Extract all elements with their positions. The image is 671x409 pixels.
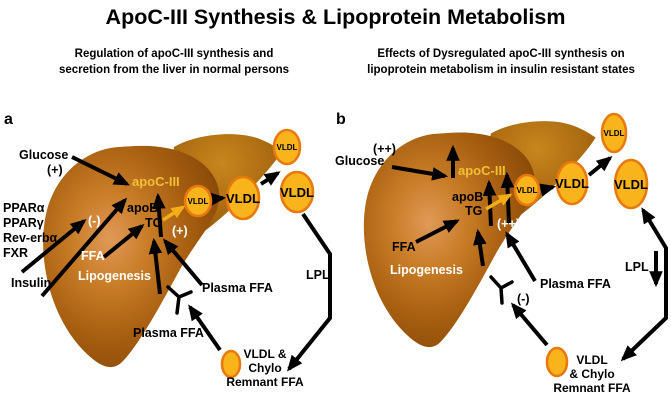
panel-a-subtitle: Regulation of apoC-III synthesis and sec…	[28, 47, 320, 78]
panel-b-arrows	[391, 144, 668, 362]
vldl-label: VLDL	[280, 185, 314, 200]
remnant-line2: & Chylo	[569, 366, 615, 381]
vldl-label: VLDL	[277, 143, 298, 152]
vldl-label: VLDL	[555, 176, 589, 191]
arrow-vldl-to-circulation	[587, 155, 613, 177]
vldl-label: VLDL	[188, 197, 209, 206]
arrow-vldl-secretion	[209, 192, 227, 207]
arrow-ffa-to-tg	[415, 219, 460, 244]
arrow-remnant-to-uptake	[188, 304, 222, 352]
remnant-line1: VLDL &	[243, 347, 287, 361]
arrow-glucose-to-apoc3	[71, 155, 130, 186]
arrow-uptake-to-tg	[148, 237, 163, 295]
arrow-assembly-highlight	[485, 193, 513, 211]
panel-a-letter: a	[4, 111, 13, 128]
panel-a-arrows	[20, 155, 332, 372]
arrow-lpl-pathway	[286, 212, 332, 372]
arrow-impaired-lpl-pathway	[620, 207, 668, 362]
vldl-particle	[613, 158, 649, 210]
lpl-label: LPL	[625, 260, 649, 274]
apoc3-label: apoC-III	[132, 174, 180, 189]
plasma-ffa-upper-label: Plasma FFA	[202, 281, 273, 295]
lpl-label: LPL	[306, 268, 330, 282]
insulin-label: Insulin	[11, 276, 52, 290]
remnant-particle	[220, 349, 242, 379]
arrow-secretion-increase-2	[500, 171, 515, 224]
panel-b-subtitle: Effects of Dysregulated apoC-III synthes…	[348, 47, 654, 78]
apoc3-label: apoC-III	[458, 163, 506, 178]
arrow-remnant-to-uptake	[510, 302, 549, 347]
arrow-uptake-to-tg	[473, 228, 487, 267]
arrow-secretion-increase-1	[482, 179, 497, 227]
tg-sign: (+)	[172, 224, 188, 238]
vldl-label: VLDL	[226, 191, 260, 206]
arrow-plasma-ffa-to-tg	[505, 231, 537, 283]
ppar-gamma-label: PPARγ	[3, 216, 44, 230]
vldl-particle	[555, 160, 589, 206]
vldl-particle	[600, 112, 628, 154]
arrow-ffa-to-tg	[102, 223, 145, 259]
arrow-insulin-to-apob	[40, 197, 128, 298]
lipolysis-site-icon	[166, 285, 193, 315]
remnant-line3: Remnant FFA	[226, 374, 304, 389]
glucose-sign: (++)	[373, 142, 396, 156]
arrow-assembly-highlight	[162, 205, 186, 222]
vldl-particle	[183, 184, 213, 218]
panel-b-vldl-particles: VLDL VLDL VLDL VLDL	[513, 112, 649, 378]
arrow-glucose-to-liver	[391, 165, 449, 181]
remnant-particle	[545, 346, 569, 378]
plasma-ffa-lower-label: Plasma FFA	[133, 326, 204, 340]
panel-b-letter: b	[336, 111, 346, 128]
lipogenesis-label: Lipogenesis	[78, 269, 151, 283]
tg-label: TG	[145, 216, 163, 230]
panel-b-subtitle-line2: lipoprotein metabolism in insulin resist…	[367, 63, 635, 76]
remnant-line3: Remnant FFA	[553, 380, 631, 395]
vldl-particle	[513, 173, 541, 207]
panel-a-vldl-particles: VLDL VLDL VLDL VLDL	[183, 128, 315, 379]
panel-a-subtitle-line1: Regulation of apoC-III synthesis and	[74, 48, 274, 60]
apob-label: apoB	[452, 190, 484, 204]
fxr-label: FXR	[3, 246, 28, 260]
glucose-label: Glucose	[19, 148, 69, 162]
remnant-line2: Chylo	[248, 360, 282, 375]
remnant-line1: VLDL	[576, 353, 608, 367]
figure-title: ApoC-III Synthesis & Lipoprotein Metabol…	[105, 5, 566, 29]
arrow-tg-to-apoc3	[152, 192, 166, 238]
vldl-label: VLDL	[517, 186, 538, 195]
panel-a-subtitle-line2: secretion from the liver in normal perso…	[58, 63, 290, 76]
tg-label: TG	[465, 204, 483, 218]
lipolysis-site-icon	[489, 275, 514, 305]
ffa-label: FFA	[392, 240, 416, 254]
inhibit-sign: (-)	[88, 214, 101, 228]
panel-b-subtitle-line1: Effects of Dysregulated apoC-III synthes…	[377, 48, 625, 60]
arrow-plasma-ffa-to-tg	[162, 238, 204, 287]
rev-erb-label: Rev-erbα	[3, 231, 58, 245]
apob-label: apoB	[127, 201, 159, 215]
vldl-particle	[279, 170, 315, 214]
tg-sign: (++)	[497, 217, 520, 231]
vldl-label: VLDL	[604, 129, 625, 138]
ppar-alpha-label: PPARα	[3, 201, 45, 215]
glucose-label: Glucose	[335, 154, 385, 168]
lipogenesis-label: Lipogenesis	[390, 263, 463, 277]
glucose-sign: (+)	[47, 163, 63, 177]
arrow-regulators-to-inhibit	[20, 218, 87, 274]
vldl-particle	[225, 175, 261, 221]
vldl-particle	[272, 128, 302, 166]
arrow-vldl-to-circulation	[259, 171, 281, 186]
remnant-text-block: VLDL & Chylo Remnant FFA	[546, 353, 638, 395]
plasma-ffa-label: Plasma FFA	[540, 277, 611, 291]
remnant-text-block: VLDL & Chylo Remnant FFA	[222, 347, 308, 389]
ffa-label: FFA	[81, 249, 105, 263]
inhibit-sign: (-)	[517, 292, 530, 306]
arrow-vldl-secretion	[538, 183, 557, 197]
vldl-label: VLDL	[614, 177, 648, 192]
